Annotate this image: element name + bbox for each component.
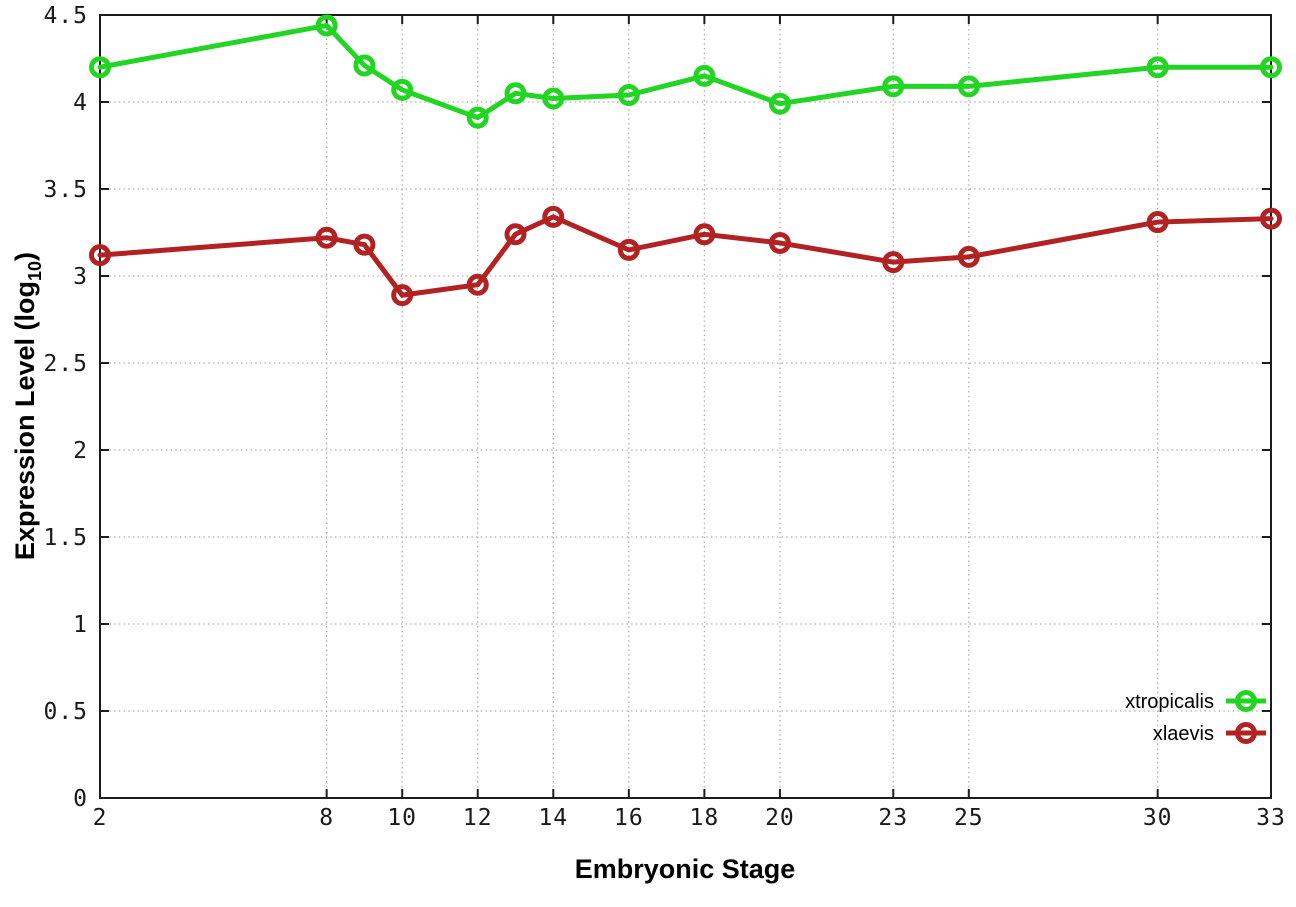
x-axis-title: Embryonic Stage	[575, 854, 796, 884]
y-axis-title-close: )	[10, 252, 40, 261]
data-point-xtropicalis	[768, 92, 791, 115]
y-tick-label: 0	[73, 786, 88, 812]
data-point-xlaevis	[315, 226, 338, 249]
data-point-xtropicalis	[466, 106, 489, 129]
data-point-xlaevis	[542, 205, 565, 228]
data-point-xlaevis	[504, 223, 527, 246]
data-point-xtropicalis	[542, 87, 565, 110]
data-point-xtropicalis	[617, 84, 640, 107]
data-point-xlaevis	[957, 245, 980, 268]
y-axis-title-subscript: 10	[25, 261, 45, 281]
data-point-xtropicalis	[957, 75, 980, 98]
data-point-xtropicalis	[1260, 56, 1282, 79]
legend-label-xlaevis: xlaevis	[1153, 723, 1214, 745]
data-point-xlaevis	[466, 273, 489, 296]
series-line-xtropicalis	[97, 22, 1274, 121]
y-tick-label: 2	[73, 438, 88, 464]
y-tick-label: 4.5	[43, 3, 88, 29]
legend-marker-xlaevis	[1235, 722, 1257, 744]
x-tick-label: 23	[878, 805, 908, 831]
x-tick-label: 20	[765, 805, 795, 831]
data-point-xlaevis	[353, 233, 376, 256]
plot-border	[99, 14, 1272, 799]
x-tick-label: 12	[463, 805, 493, 831]
series-line-xlaevis	[97, 214, 1274, 298]
x-tick-label: 14	[538, 805, 568, 831]
legend-label-xtropicalis: xtropicalis	[1125, 691, 1214, 713]
y-tick-label: 3.5	[43, 177, 88, 203]
legend-marker-xtropicalis	[1235, 690, 1257, 712]
x-tick-label: 10	[387, 805, 417, 831]
legend: xtropicalis xlaevis	[1125, 690, 1266, 745]
data-point-xlaevis	[89, 244, 111, 267]
tick-labels: 2 8 10 12 14 16 18 20 23 25 30 33 0 0.5 1 1.5 2 2.5 3 3.5 4 4…	[43, 3, 1286, 831]
data-point-xlaevis	[693, 223, 716, 246]
data-series	[89, 14, 1282, 307]
x-tick-label: 8	[319, 805, 334, 831]
x-tick-label: 18	[690, 805, 720, 831]
data-point-xlaevis	[1260, 207, 1282, 230]
data-point-xtropicalis	[89, 56, 111, 79]
data-point-xtropicalis	[353, 54, 376, 77]
x-tick-label: 33	[1256, 805, 1286, 831]
data-point-xtropicalis	[1146, 56, 1169, 79]
data-point-xlaevis	[882, 251, 905, 274]
data-point-xlaevis	[391, 284, 414, 307]
axis-ticks	[99, 14, 1272, 799]
data-point-xlaevis	[617, 238, 640, 261]
y-tick-label: 1.5	[43, 525, 88, 551]
y-axis-title-main: Expression Level (log	[10, 281, 40, 560]
x-tick-label: 25	[954, 805, 984, 831]
y-tick-label: 0.5	[43, 699, 88, 725]
gridlines	[100, 15, 1271, 798]
y-axis-title: Expression Level (log10)	[10, 252, 45, 560]
data-point-xtropicalis	[315, 14, 338, 37]
data-point-xtropicalis	[882, 75, 905, 98]
data-point-xtropicalis	[693, 64, 716, 87]
data-point-xtropicalis	[504, 82, 527, 105]
y-tick-label: 1	[73, 612, 88, 638]
data-point-xlaevis	[1146, 211, 1169, 234]
data-point-xtropicalis	[391, 78, 414, 101]
x-tick-label: 2	[93, 805, 108, 831]
y-tick-label: 3	[73, 264, 88, 290]
x-tick-label: 16	[614, 805, 644, 831]
data-point-xlaevis	[768, 231, 791, 254]
y-tick-label: 4	[73, 90, 88, 116]
x-tick-label: 30	[1143, 805, 1173, 831]
y-tick-label: 2.5	[43, 351, 88, 377]
